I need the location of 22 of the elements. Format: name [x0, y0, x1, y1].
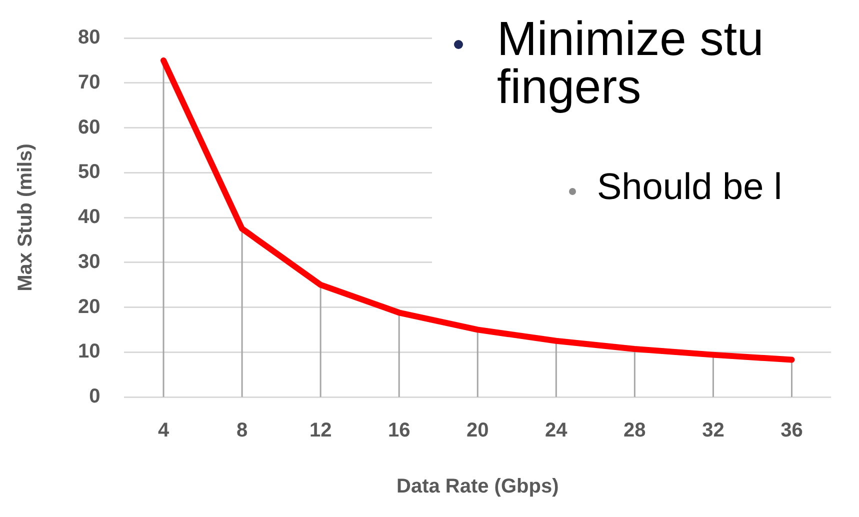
y-tick-label: 40: [78, 206, 100, 228]
annotation: Minimize stu fingers: [497, 13, 764, 114]
y-tick-label: 0: [89, 386, 100, 408]
y-tick-label: 80: [78, 26, 100, 49]
x-tick-label: 32: [702, 420, 724, 442]
x-tick-label: 8: [236, 420, 248, 442]
x-tick-label: 4: [158, 420, 170, 442]
annotation: Should be l: [597, 166, 782, 207]
x-tick-label: 28: [624, 420, 646, 442]
x-tick-label: 20: [466, 420, 489, 442]
y-tick-label: 10: [78, 340, 100, 363]
x-tick-label: 16: [388, 420, 410, 442]
y-tick-label: 30: [78, 250, 100, 273]
x-axis-title: Data Rate (Gbps): [396, 476, 559, 498]
y-axis-title: Max Stub (mils): [14, 144, 37, 292]
y-tick-label: 70: [78, 71, 100, 94]
y-tick-label: 20: [78, 296, 100, 318]
x-tick-label: 36: [780, 420, 803, 442]
y-tick-label: 50: [78, 161, 100, 184]
y-tick-label: 60: [78, 116, 100, 138]
x-tick-label: 24: [545, 420, 568, 442]
x-tick-label: 12: [309, 420, 332, 442]
